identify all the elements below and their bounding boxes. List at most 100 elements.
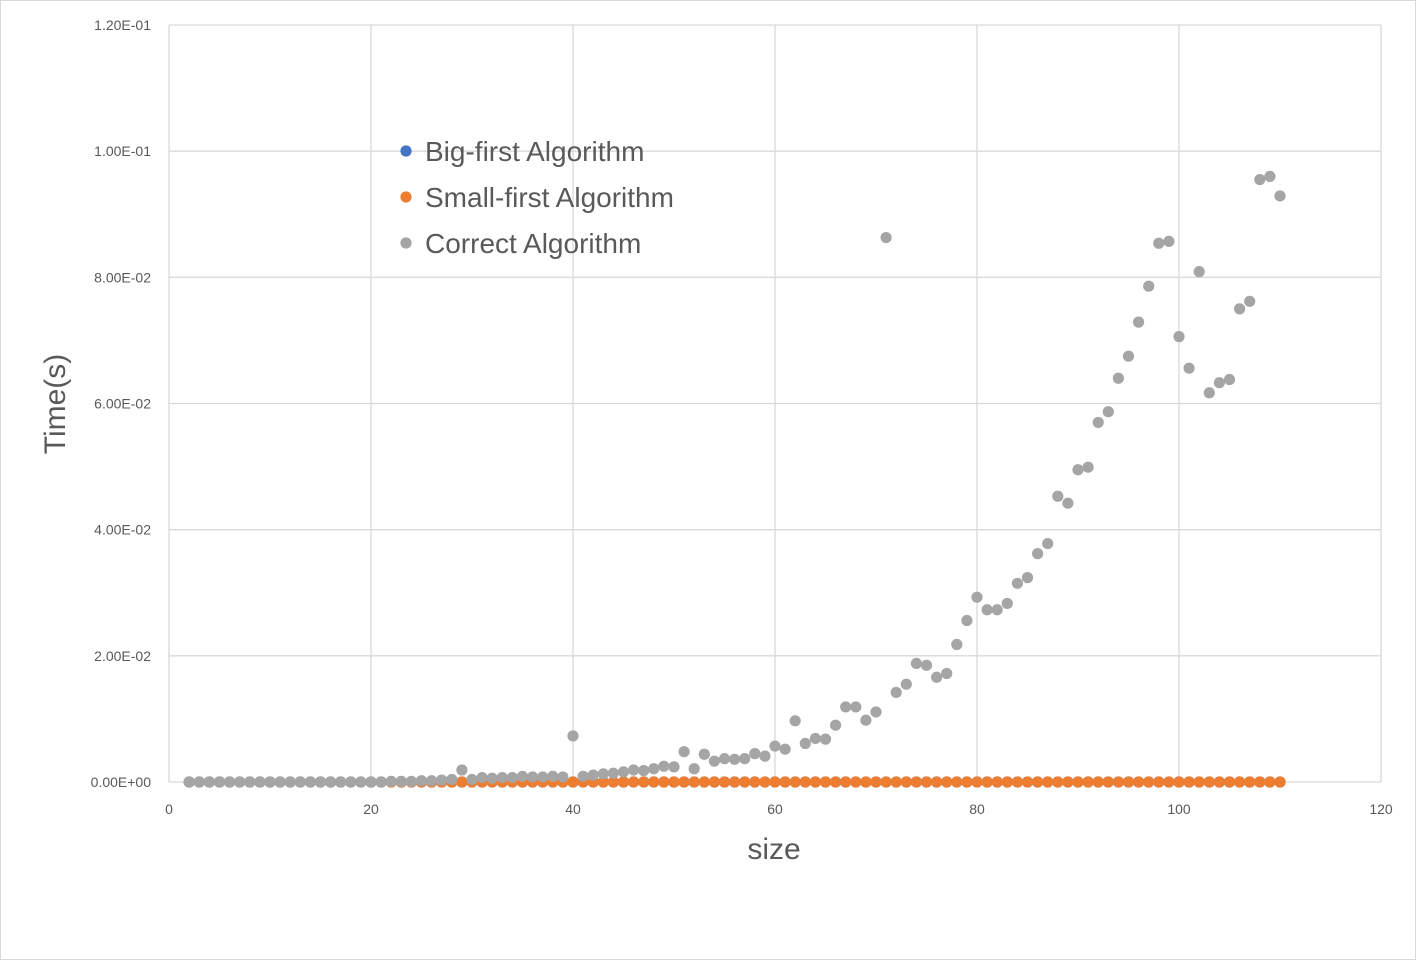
- point-correct-algorithm: [405, 775, 417, 787]
- point-small-first-algorithm: [971, 776, 983, 788]
- point-correct-algorithm: [749, 748, 761, 760]
- point-correct-algorithm: [718, 753, 731, 765]
- point-correct-algorithm: [698, 748, 710, 760]
- point-correct-algorithm: [941, 667, 953, 680]
- legend-label: Big-first Algorithm: [425, 136, 644, 167]
- point-small-first-algorithm: [1173, 776, 1185, 788]
- point-correct-algorithm: [365, 776, 377, 788]
- point-correct-algorithm: [1203, 387, 1215, 399]
- point-correct-algorithm: [1102, 406, 1114, 418]
- point-small-first-algorithm: [567, 776, 579, 788]
- point-correct-algorithm: [819, 733, 832, 745]
- point-correct-algorithm: [213, 776, 226, 788]
- point-correct-algorithm: [527, 771, 539, 783]
- data-points: [183, 170, 1286, 788]
- point-correct-algorithm: [1032, 548, 1044, 560]
- point-correct-algorithm: [557, 771, 569, 783]
- point-small-first-algorithm: [1112, 776, 1124, 788]
- point-correct-algorithm: [486, 772, 498, 784]
- point-small-first-algorithm: [617, 776, 630, 788]
- point-correct-algorithm: [345, 776, 357, 788]
- point-small-first-algorithm: [809, 776, 822, 788]
- point-correct-algorithm: [981, 604, 993, 616]
- point-correct-algorithm: [426, 775, 438, 787]
- point-correct-algorithm: [254, 776, 266, 788]
- point-small-first-algorithm: [1143, 776, 1155, 788]
- x-axis-ticks: 0 20 40 60 80 100 120: [165, 801, 1393, 817]
- point-correct-algorithm: [1223, 373, 1236, 386]
- point-correct-algorithm: [1042, 537, 1054, 550]
- point-correct-algorithm: [456, 764, 468, 776]
- y-tick-label: 4.00E-02: [94, 522, 151, 538]
- point-small-first-algorithm: [1052, 776, 1064, 788]
- point-correct-algorithm: [587, 769, 599, 781]
- y-tick-label: 0.00E+00: [91, 774, 152, 790]
- point-correct-algorithm: [809, 732, 822, 745]
- point-small-first-algorithm: [1102, 776, 1114, 788]
- point-correct-algorithm: [597, 768, 609, 780]
- x-tick-label: 60: [767, 801, 783, 817]
- point-correct-algorithm: [961, 614, 973, 627]
- point-correct-algorithm: [203, 776, 215, 788]
- point-correct-algorithm: [1122, 350, 1135, 362]
- point-correct-algorithm: [183, 776, 195, 788]
- point-correct-algorithm: [668, 761, 680, 773]
- point-small-first-algorithm: [880, 776, 892, 788]
- point-small-first-algorithm: [678, 776, 690, 788]
- point-small-first-algorithm: [1082, 776, 1094, 788]
- point-correct-algorithm: [577, 770, 589, 782]
- point-small-first-algorithm: [749, 776, 761, 788]
- point-correct-algorithm: [880, 231, 892, 244]
- point-small-first-algorithm: [1011, 776, 1024, 788]
- point-correct-algorithm: [1254, 173, 1266, 186]
- point-correct-algorithm: [607, 767, 620, 779]
- point-correct-algorithm: [325, 776, 337, 788]
- point-correct-algorithm: [648, 763, 660, 775]
- point-small-first-algorithm: [628, 776, 640, 788]
- point-small-first-algorithm: [1234, 776, 1246, 788]
- point-small-first-algorithm: [1042, 776, 1054, 788]
- point-correct-algorithm: [516, 770, 529, 782]
- legend-marker: [400, 237, 412, 249]
- point-small-first-algorithm: [951, 776, 963, 788]
- point-correct-algorithm: [1072, 464, 1084, 476]
- point-correct-algorithm: [244, 776, 256, 788]
- point-small-first-algorithm: [1223, 776, 1236, 788]
- point-correct-algorithm: [638, 765, 650, 777]
- point-correct-algorithm: [729, 753, 741, 765]
- point-small-first-algorithm: [668, 776, 680, 788]
- x-tick-label: 20: [363, 801, 379, 817]
- point-correct-algorithm: [496, 771, 508, 784]
- point-correct-algorithm: [1062, 497, 1074, 509]
- point-small-first-algorithm: [941, 776, 953, 788]
- point-correct-algorithm: [506, 771, 518, 784]
- point-small-first-algorithm: [1062, 776, 1074, 788]
- point-correct-algorithm: [1264, 170, 1276, 182]
- point-small-first-algorithm: [860, 776, 872, 788]
- point-correct-algorithm: [1011, 577, 1024, 589]
- point-small-first-algorithm: [1254, 776, 1266, 788]
- point-small-first-algorithm: [870, 776, 882, 788]
- point-correct-algorithm: [1112, 372, 1124, 384]
- point-small-first-algorithm: [890, 776, 902, 788]
- point-correct-algorithm: [850, 701, 862, 713]
- y-axis-ticks: 0.00E+00 2.00E-02 4.00E-02 6.00E-02 8.00E-02…: [91, 17, 152, 790]
- point-small-first-algorithm: [920, 776, 933, 788]
- point-correct-algorithm: [274, 776, 286, 788]
- point-correct-algorithm: [739, 753, 751, 765]
- point-correct-algorithm: [193, 776, 205, 788]
- point-correct-algorithm: [1173, 331, 1185, 343]
- point-correct-algorithm: [1092, 416, 1104, 429]
- point-small-first-algorithm: [718, 776, 731, 788]
- point-small-first-algorithm: [1092, 776, 1104, 788]
- point-correct-algorithm: [537, 771, 549, 783]
- point-correct-algorithm: [789, 715, 801, 727]
- point-small-first-algorithm: [850, 776, 862, 788]
- point-correct-algorithm: [920, 659, 933, 671]
- point-correct-algorithm: [264, 776, 276, 788]
- point-correct-algorithm: [688, 763, 700, 775]
- point-small-first-algorithm: [779, 776, 791, 788]
- point-small-first-algorithm: [759, 776, 771, 788]
- point-correct-algorithm: [708, 755, 721, 767]
- point-correct-algorithm: [1163, 235, 1175, 247]
